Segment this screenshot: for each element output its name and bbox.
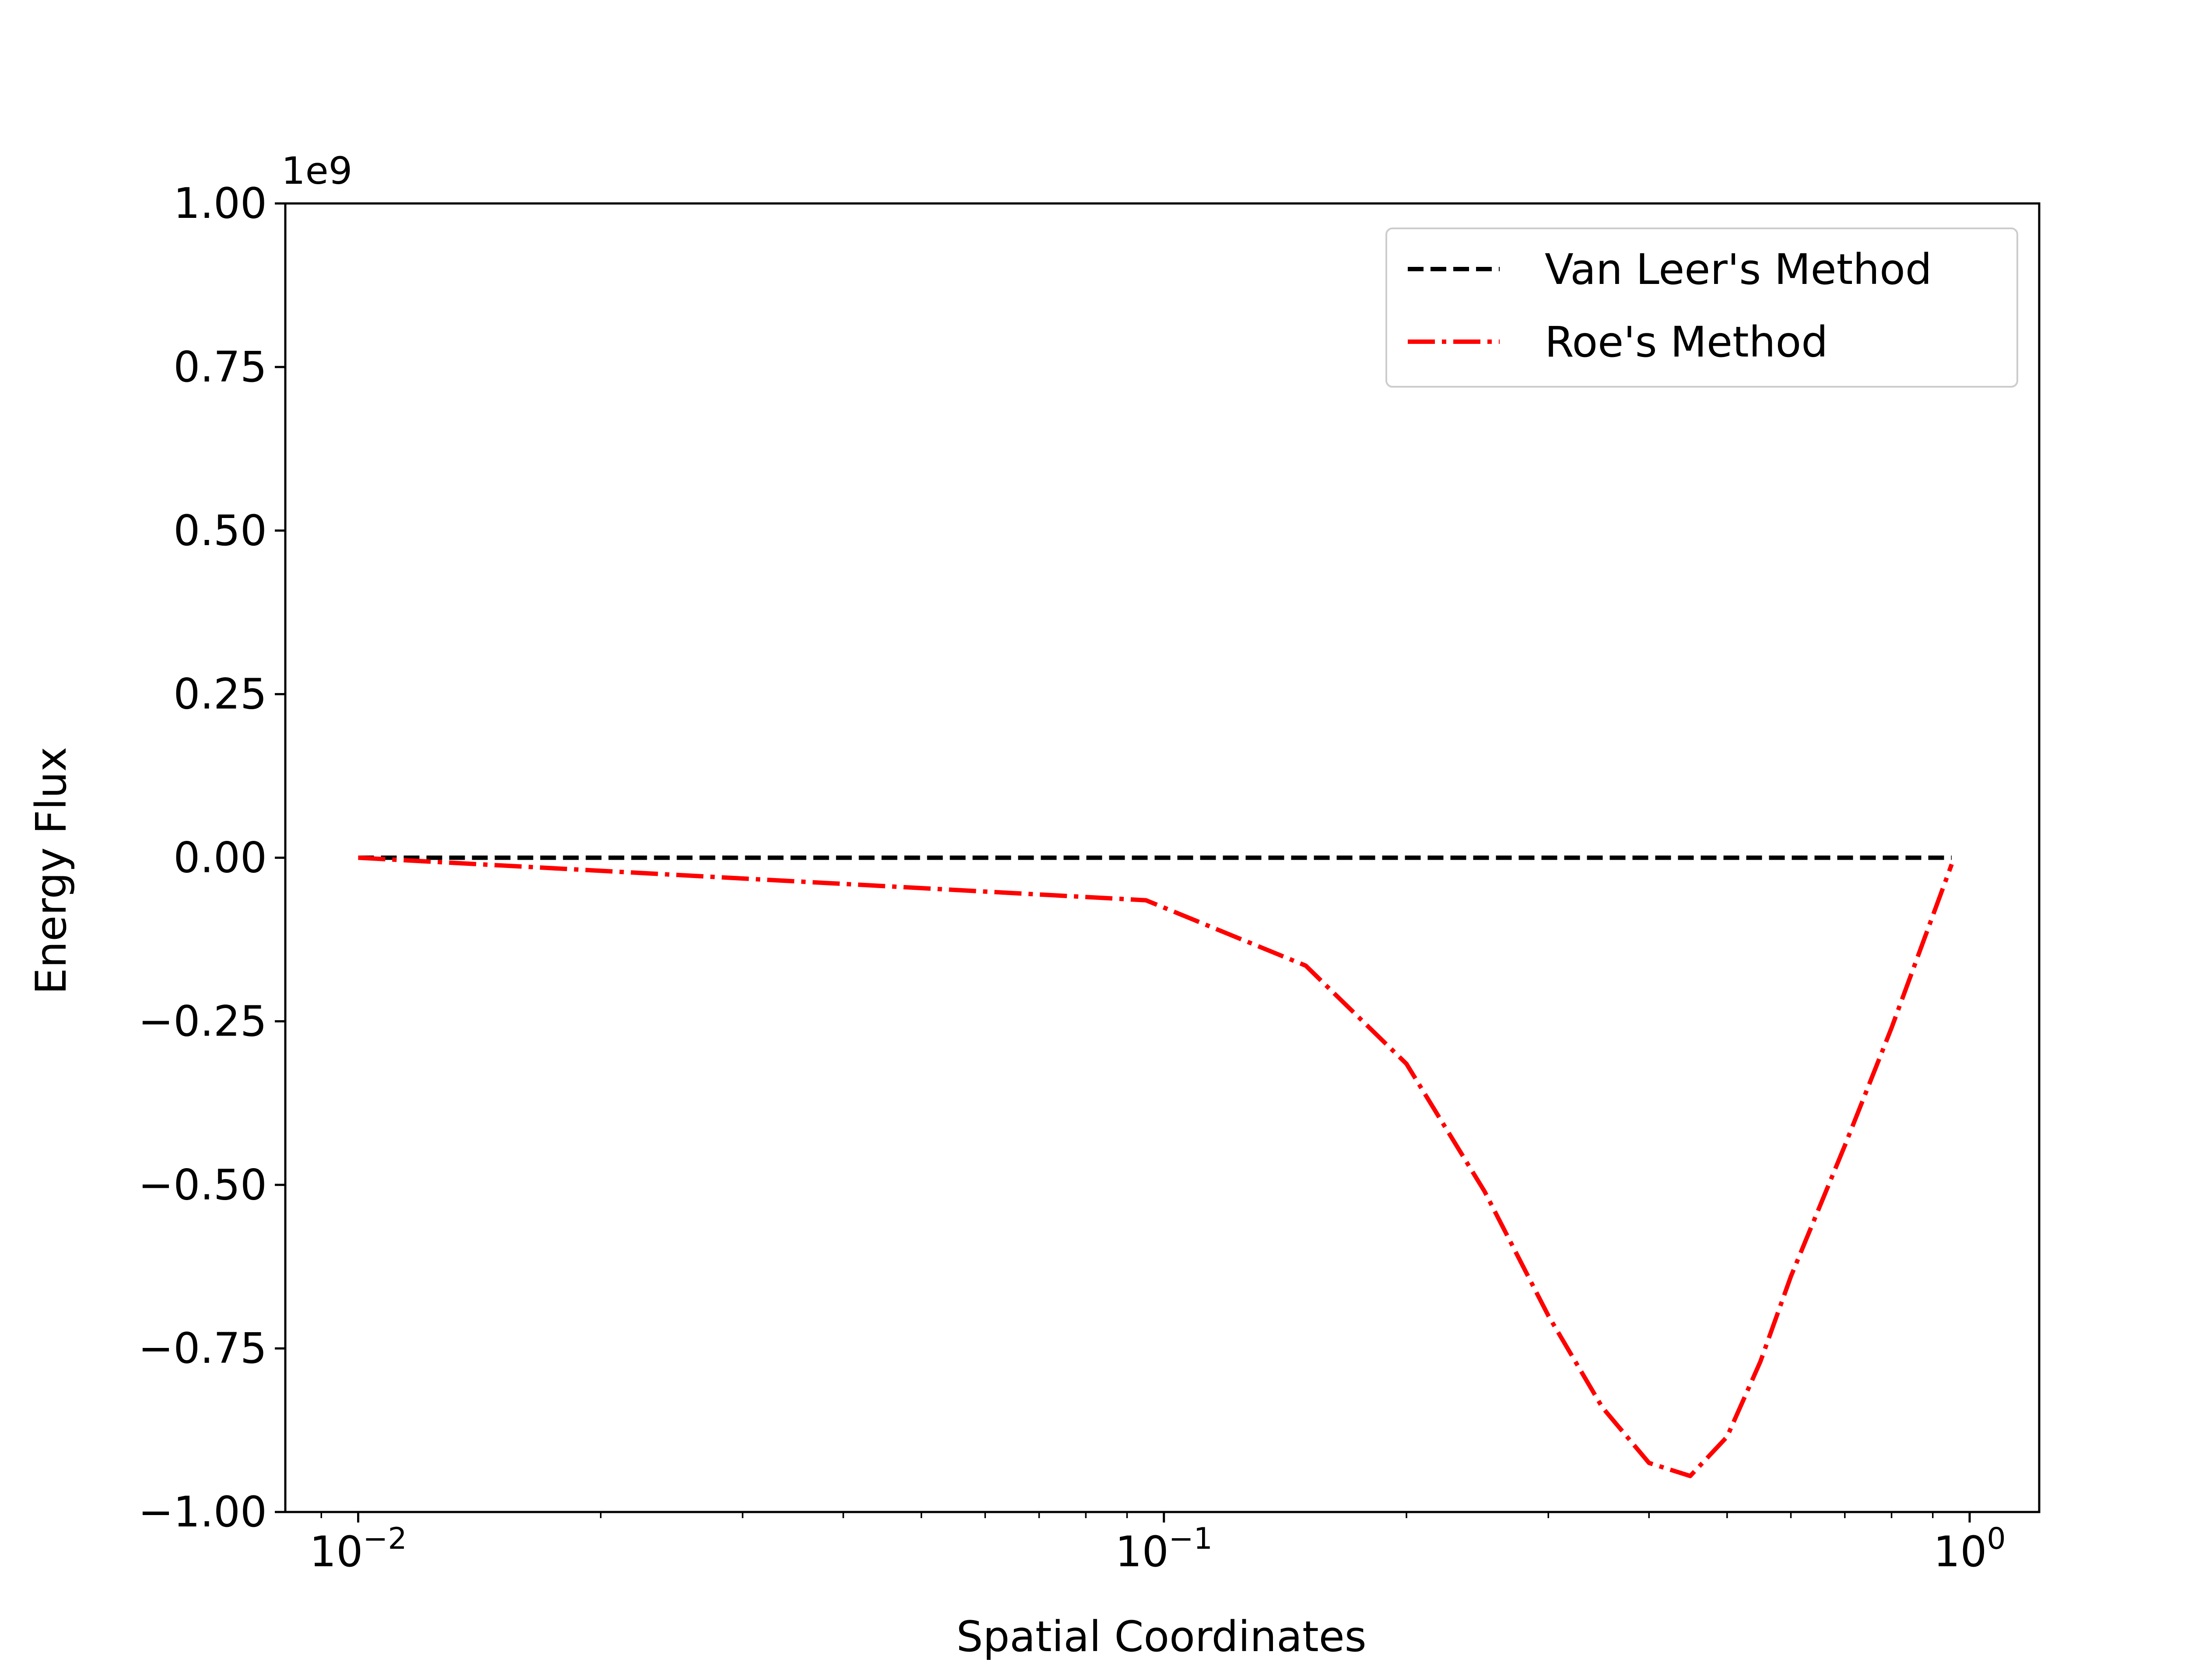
y-tick-label: 0.25 — [173, 670, 267, 719]
y-tick-label: 0.75 — [173, 343, 267, 392]
y-tick-label: −0.50 — [138, 1160, 267, 1209]
legend-box — [1385, 228, 2018, 388]
y-tick-label: −0.75 — [138, 1324, 267, 1373]
x-tick-label: 10−2 — [309, 1522, 407, 1576]
legend: Van Leer's Method Roe's Method — [1385, 228, 2018, 388]
axes-layer: 1.00 0.75 0.50 0.25 0.00 −0.25 −0.50 −0.75 −1.00… — [138, 179, 2041, 1576]
y-tick-label: 0.50 — [173, 506, 267, 555]
y-offset-label: 1e9 — [281, 149, 352, 193]
series-layer — [358, 855, 1954, 1478]
legend-label: Van Leer's Method — [1545, 245, 1932, 294]
legend-label: Roe's Method — [1545, 318, 1828, 367]
y-tick-label: 0.00 — [173, 833, 267, 882]
x-axis-label: Spatial Coordinates — [956, 1612, 1366, 1661]
series-line-2 — [358, 855, 1954, 1478]
y-tick-label: −0.25 — [138, 997, 267, 1046]
y-tick-label: 1.00 — [173, 179, 267, 228]
y-axis-label: Energy Flux — [27, 747, 76, 994]
x-tick-label: 100 — [1933, 1522, 2006, 1576]
y-tick-label: −1.00 — [138, 1488, 267, 1536]
x-tick-label: 10−1 — [1115, 1522, 1213, 1576]
